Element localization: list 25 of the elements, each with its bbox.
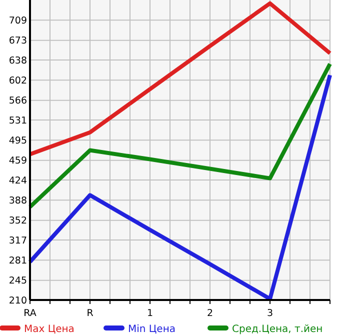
x-tick-label: 2 bbox=[206, 308, 214, 319]
y-tick-label: 673 bbox=[8, 36, 27, 47]
y-tick-label: 424 bbox=[8, 175, 27, 186]
y-tick-label: 531 bbox=[8, 115, 27, 126]
legend-label: Min Цена bbox=[128, 324, 176, 335]
y-tick-label: 281 bbox=[8, 256, 27, 267]
x-tick-label: RA bbox=[24, 308, 37, 319]
y-tick-label: 388 bbox=[8, 196, 27, 207]
x-tick-label: 3 bbox=[266, 308, 274, 319]
legend-label: Max Цена bbox=[24, 324, 74, 335]
y-tick-label: 495 bbox=[8, 136, 27, 147]
legend-label: Сред.Цена, т.йен bbox=[232, 324, 323, 335]
x-tick-label: R bbox=[86, 308, 94, 319]
y-tick-label: 459 bbox=[8, 156, 27, 167]
y-tick-label: 210 bbox=[8, 295, 27, 306]
y-tick-label: 352 bbox=[8, 216, 27, 227]
y-tick-label: 638 bbox=[8, 55, 27, 66]
y-tick-label: 709 bbox=[8, 16, 27, 27]
line-series bbox=[28, 62, 332, 209]
y-tick-label: 245 bbox=[8, 276, 27, 287]
line-series bbox=[28, 1, 332, 156]
y-tick-label: 602 bbox=[8, 76, 27, 87]
y-tick-label: 566 bbox=[8, 96, 27, 107]
x-tick-label: 1 bbox=[146, 308, 154, 319]
y-tick-label: 317 bbox=[8, 235, 27, 246]
